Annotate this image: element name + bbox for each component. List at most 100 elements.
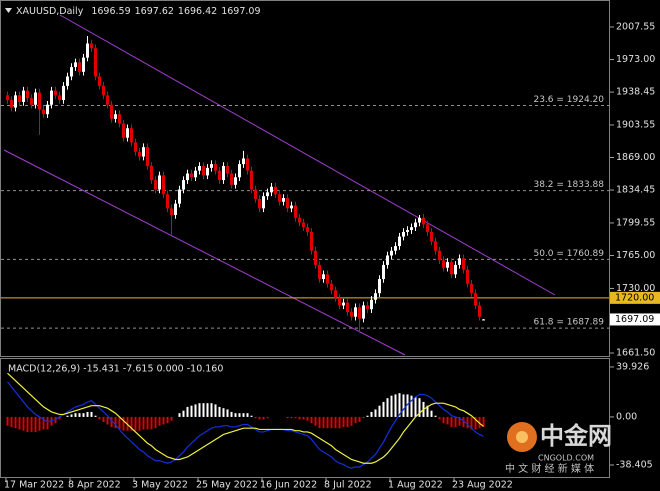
candle-body xyxy=(226,165,229,174)
candle-body xyxy=(418,217,421,223)
macd-title: MACD(12,26,9) -15.431 -7.615 0.000 -10.1… xyxy=(8,364,223,375)
macd-frame xyxy=(0,358,610,478)
macd-histogram-bar xyxy=(178,413,181,417)
macd-histogram-bar xyxy=(190,405,193,417)
macd-line xyxy=(7,381,484,469)
horizontal-line-box xyxy=(610,291,660,304)
macd-histogram-bar xyxy=(46,416,49,430)
candle-body xyxy=(246,158,249,171)
candle-body xyxy=(386,255,389,265)
macd-histogram-bar xyxy=(14,416,17,429)
watermark-logo-inner xyxy=(516,431,528,443)
y-tick-label: 1730.00 xyxy=(616,283,655,294)
macd-histogram-bar xyxy=(354,416,357,424)
macd-histogram-bar xyxy=(122,416,125,431)
macd-histogram-bar xyxy=(410,395,413,417)
macd-histogram-bar xyxy=(130,416,133,431)
macd-histogram-bar xyxy=(382,401,385,417)
macd-histogram-bar xyxy=(474,416,477,430)
candle-body xyxy=(70,67,73,77)
candle-body xyxy=(142,147,145,157)
candle-body xyxy=(278,194,281,202)
candle-body xyxy=(6,95,9,101)
candle-body xyxy=(390,250,393,256)
macd-histogram-bar xyxy=(186,406,189,417)
candle-body xyxy=(22,90,25,102)
candle-body xyxy=(318,264,321,280)
macd-histogram-bar xyxy=(142,416,145,430)
x-tick-label: 8 Apr 2022 xyxy=(68,480,121,491)
y-tick-label: 2007.55 xyxy=(616,21,655,32)
candle-body xyxy=(162,175,165,195)
macd-histogram-bar xyxy=(18,416,21,430)
macd-histogram-bar xyxy=(66,415,69,417)
macd-histogram-bar xyxy=(218,406,221,417)
candle-body xyxy=(14,95,17,108)
macd-histogram-bar xyxy=(94,415,97,417)
macd-histogram-bar xyxy=(434,415,437,417)
watermark-site: CNGOLD.COM xyxy=(538,454,594,463)
candle-body xyxy=(86,43,89,58)
macd-histogram-bar xyxy=(322,416,325,429)
candle-body xyxy=(186,173,189,181)
candle-body xyxy=(430,231,433,242)
macd-histogram-bar xyxy=(154,416,157,429)
candle-body xyxy=(154,180,157,190)
candle-body xyxy=(122,123,125,138)
candle-body xyxy=(326,274,329,284)
macd-histogram-bar xyxy=(58,416,61,420)
candle-body xyxy=(190,173,193,178)
macd-histogram-bar xyxy=(398,393,401,417)
macd-histogram-bar xyxy=(438,416,441,420)
fib-label: 38.2 = 1833.88 xyxy=(533,180,604,190)
macd-histogram-bar xyxy=(318,416,321,429)
candle-body xyxy=(350,312,353,317)
candle-body xyxy=(34,92,37,105)
y-tick-label: 1799.55 xyxy=(616,217,655,228)
watermark-brand: 中金网 xyxy=(540,422,612,450)
macd-histogram-bar xyxy=(254,416,257,419)
macd-histogram-bar xyxy=(418,398,421,417)
candle-body xyxy=(470,283,473,294)
candle-body xyxy=(334,290,337,298)
candle-body xyxy=(134,142,137,152)
candle-body xyxy=(398,236,401,247)
main-frame xyxy=(0,0,610,357)
macd-histogram-bar xyxy=(226,409,229,417)
candle-body xyxy=(374,293,377,300)
macd-histogram-bar xyxy=(110,416,113,427)
candle-body xyxy=(58,95,61,101)
candle-body xyxy=(54,90,57,96)
macd-histogram-bar xyxy=(146,416,149,430)
candle-body xyxy=(238,164,241,178)
macd-histogram-bar xyxy=(394,394,397,417)
candle-body xyxy=(178,189,181,204)
macd-histogram-bar xyxy=(158,416,161,426)
candle-body xyxy=(302,222,305,228)
candle-body xyxy=(254,189,257,199)
macd-histogram-bar xyxy=(286,416,289,419)
candle-body xyxy=(450,262,453,275)
macd-histogram-bar xyxy=(6,416,9,426)
candle-body xyxy=(290,205,293,209)
macd-histogram-bar xyxy=(326,416,329,429)
macd-histogram-bar xyxy=(450,416,453,427)
macd-histogram-bar xyxy=(454,416,457,427)
candle-body xyxy=(250,170,253,190)
macd-histogram-bar xyxy=(206,403,209,417)
macd-histogram-bar xyxy=(294,416,297,419)
macd-histogram-bar xyxy=(78,413,81,417)
candle-body xyxy=(174,203,177,215)
macd-histogram-bar xyxy=(266,416,269,419)
macd-histogram-bar xyxy=(90,411,93,417)
candle-body xyxy=(150,165,153,181)
candle-body xyxy=(230,173,233,185)
candle-body xyxy=(370,299,373,310)
macd-histogram-bar xyxy=(330,416,333,429)
candle-body xyxy=(338,297,341,306)
candle-body xyxy=(198,165,201,171)
macd-histogram-bar xyxy=(482,416,485,427)
macd-histogram-bar xyxy=(22,416,25,431)
y-tick-label: 1661.50 xyxy=(616,347,655,358)
